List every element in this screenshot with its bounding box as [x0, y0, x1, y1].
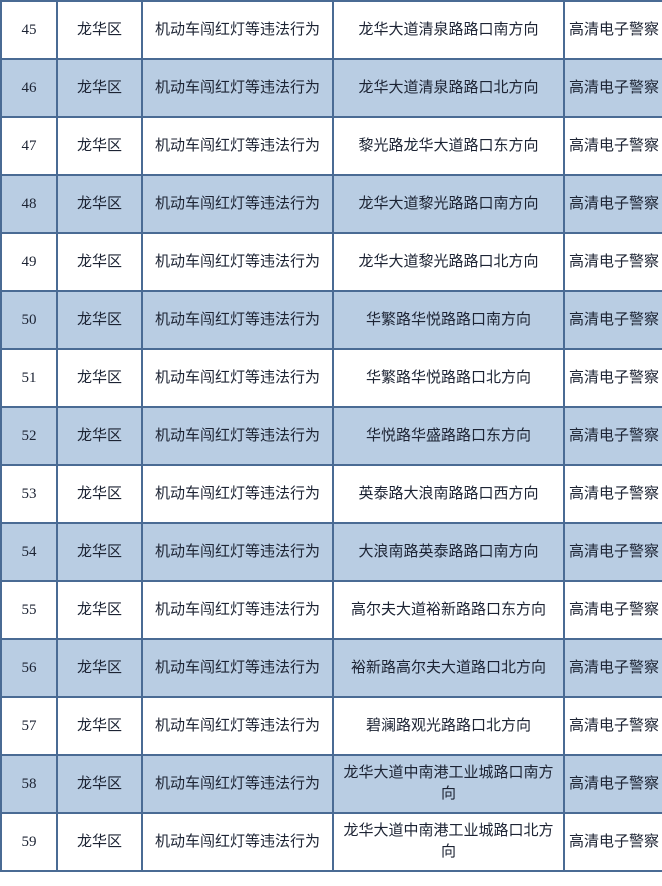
camera-type-cell: 高清电子警察: [563, 754, 662, 814]
location-cell: 龙华大道黎光路路口南方向: [332, 174, 565, 234]
table-row: 46 龙华区 机动车闯红灯等违法行为 龙华大道清泉路路口北方向 高清电子警察: [0, 58, 662, 118]
table-row: 56 龙华区 机动车闯红灯等违法行为 裕新路高尔夫大道路口北方向 高清电子警察: [0, 638, 662, 698]
location-cell: 龙华大道清泉路路口北方向: [332, 58, 565, 118]
table-row: 53 龙华区 机动车闯红灯等违法行为 英泰路大浪南路路口西方向 高清电子警察: [0, 464, 662, 524]
row-number-cell: 46: [0, 58, 58, 118]
camera-type-cell: 高清电子警察: [563, 348, 662, 408]
row-number-cell: 58: [0, 754, 58, 814]
table-row: 52 龙华区 机动车闯红灯等违法行为 华悦路华盛路路口东方向 高清电子警察: [0, 406, 662, 466]
location-cell: 华繁路华悦路路口南方向: [332, 290, 565, 350]
table-row: 55 龙华区 机动车闯红灯等违法行为 高尔夫大道裕新路路口东方向 高清电子警察: [0, 580, 662, 640]
violation-type-cell: 机动车闯红灯等违法行为: [141, 638, 334, 698]
camera-type-cell: 高清电子警察: [563, 290, 662, 350]
table-row: 51 龙华区 机动车闯红灯等违法行为 华繁路华悦路路口北方向 高清电子警察: [0, 348, 662, 408]
violation-type-cell: 机动车闯红灯等违法行为: [141, 754, 334, 814]
violation-type-cell: 机动车闯红灯等违法行为: [141, 348, 334, 408]
violation-type-cell: 机动车闯红灯等违法行为: [141, 464, 334, 524]
table-row: 47 龙华区 机动车闯红灯等违法行为 黎光路龙华大道路口东方向 高清电子警察: [0, 116, 662, 176]
camera-type-cell: 高清电子警察: [563, 232, 662, 292]
row-number-cell: 49: [0, 232, 58, 292]
district-cell: 龙华区: [56, 406, 143, 466]
location-cell: 龙华大道清泉路路口南方向: [332, 0, 565, 60]
camera-type-cell: 高清电子警察: [563, 580, 662, 640]
row-number-cell: 48: [0, 174, 58, 234]
violation-type-cell: 机动车闯红灯等违法行为: [141, 116, 334, 176]
location-cell: 龙华大道黎光路路口北方向: [332, 232, 565, 292]
location-cell: 龙华大道中南港工业城路口南方向: [332, 754, 565, 814]
row-number-cell: 57: [0, 696, 58, 756]
district-cell: 龙华区: [56, 0, 143, 60]
table-row: 58 龙华区 机动车闯红灯等违法行为 龙华大道中南港工业城路口南方向 高清电子警…: [0, 754, 662, 814]
table-row: 49 龙华区 机动车闯红灯等违法行为 龙华大道黎光路路口北方向 高清电子警察: [0, 232, 662, 292]
table-row: 54 龙华区 机动车闯红灯等违法行为 大浪南路英泰路路口南方向 高清电子警察: [0, 522, 662, 582]
district-cell: 龙华区: [56, 464, 143, 524]
camera-type-cell: 高清电子警察: [563, 0, 662, 60]
location-cell: 龙华大道中南港工业城路口北方向: [332, 812, 565, 872]
district-cell: 龙华区: [56, 348, 143, 408]
camera-type-cell: 高清电子警察: [563, 116, 662, 176]
district-cell: 龙华区: [56, 232, 143, 292]
location-cell: 华悦路华盛路路口东方向: [332, 406, 565, 466]
violation-type-cell: 机动车闯红灯等违法行为: [141, 0, 334, 60]
location-cell: 黎光路龙华大道路口东方向: [332, 116, 565, 176]
location-cell: 裕新路高尔夫大道路口北方向: [332, 638, 565, 698]
district-cell: 龙华区: [56, 754, 143, 814]
camera-type-cell: 高清电子警察: [563, 522, 662, 582]
district-cell: 龙华区: [56, 580, 143, 640]
location-cell: 英泰路大浪南路路口西方向: [332, 464, 565, 524]
district-cell: 龙华区: [56, 174, 143, 234]
table-row: 45 龙华区 机动车闯红灯等违法行为 龙华大道清泉路路口南方向 高清电子警察: [0, 0, 662, 60]
violation-type-cell: 机动车闯红灯等违法行为: [141, 232, 334, 292]
row-number-cell: 47: [0, 116, 58, 176]
camera-type-cell: 高清电子警察: [563, 812, 662, 872]
violation-type-cell: 机动车闯红灯等违法行为: [141, 696, 334, 756]
row-number-cell: 56: [0, 638, 58, 698]
violation-type-cell: 机动车闯红灯等违法行为: [141, 580, 334, 640]
district-cell: 龙华区: [56, 638, 143, 698]
district-cell: 龙华区: [56, 290, 143, 350]
row-number-cell: 59: [0, 812, 58, 872]
violation-type-cell: 机动车闯红灯等违法行为: [141, 58, 334, 118]
violation-type-cell: 机动车闯红灯等违法行为: [141, 174, 334, 234]
camera-type-cell: 高清电子警察: [563, 464, 662, 524]
district-cell: 龙华区: [56, 522, 143, 582]
table-row: 48 龙华区 机动车闯红灯等违法行为 龙华大道黎光路路口南方向 高清电子警察: [0, 174, 662, 234]
row-number-cell: 45: [0, 0, 58, 60]
row-number-cell: 50: [0, 290, 58, 350]
row-number-cell: 53: [0, 464, 58, 524]
violation-type-cell: 机动车闯红灯等违法行为: [141, 522, 334, 582]
location-cell: 华繁路华悦路路口北方向: [332, 348, 565, 408]
violation-type-cell: 机动车闯红灯等违法行为: [141, 812, 334, 872]
row-number-cell: 51: [0, 348, 58, 408]
district-cell: 龙华区: [56, 812, 143, 872]
camera-type-cell: 高清电子警察: [563, 406, 662, 466]
row-number-cell: 52: [0, 406, 58, 466]
camera-type-cell: 高清电子警察: [563, 696, 662, 756]
row-number-cell: 54: [0, 522, 58, 582]
camera-type-cell: 高清电子警察: [563, 638, 662, 698]
violation-type-cell: 机动车闯红灯等违法行为: [141, 406, 334, 466]
camera-type-cell: 高清电子警察: [563, 174, 662, 234]
location-cell: 高尔夫大道裕新路路口东方向: [332, 580, 565, 640]
location-cell: 大浪南路英泰路路口南方向: [332, 522, 565, 582]
district-cell: 龙华区: [56, 116, 143, 176]
camera-type-cell: 高清电子警察: [563, 58, 662, 118]
district-cell: 龙华区: [56, 696, 143, 756]
violation-type-cell: 机动车闯红灯等违法行为: [141, 290, 334, 350]
row-number-cell: 55: [0, 580, 58, 640]
table-row: 50 龙华区 机动车闯红灯等违法行为 华繁路华悦路路口南方向 高清电子警察: [0, 290, 662, 350]
location-cell: 碧澜路观光路路口北方向: [332, 696, 565, 756]
district-cell: 龙华区: [56, 58, 143, 118]
table-row: 59 龙华区 机动车闯红灯等违法行为 龙华大道中南港工业城路口北方向 高清电子警…: [0, 812, 662, 872]
table-row: 57 龙华区 机动车闯红灯等违法行为 碧澜路观光路路口北方向 高清电子警察: [0, 696, 662, 756]
